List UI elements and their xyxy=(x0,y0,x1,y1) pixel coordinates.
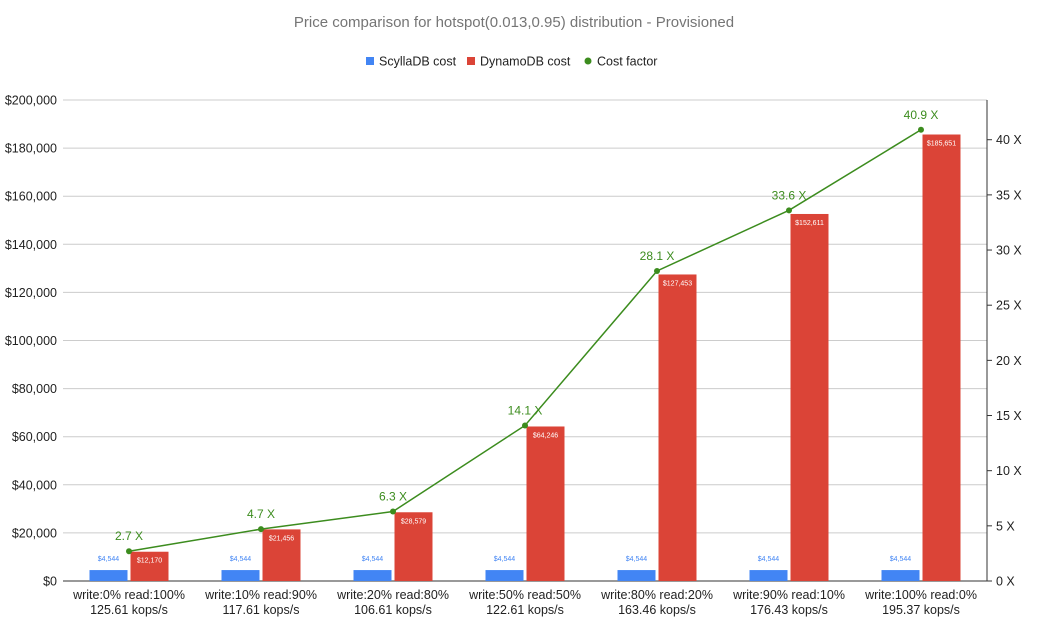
legend-label-1: DynamoDB cost xyxy=(480,55,571,69)
x-tick-label-3-1: 122.61 kops/s xyxy=(486,603,564,617)
scylladb-bar-6 xyxy=(881,570,920,581)
dynamodb-bar-6 xyxy=(922,134,961,581)
cost-factor-label-1: 4.7 X xyxy=(247,507,275,521)
x-tick-label-0-1: 125.61 kops/s xyxy=(90,603,168,617)
scylladb-bar-2 xyxy=(353,570,392,581)
right-tick-label: 20 X xyxy=(996,354,1022,368)
dynamodb-bar-2 xyxy=(394,512,433,581)
x-axis: write:0% read:100%125.61 kops/s write:10%… xyxy=(72,588,977,617)
cost-factor-point-4 xyxy=(654,267,660,274)
cost-factor-label-0: 2.7 X xyxy=(115,529,143,543)
cost-factor-point-1 xyxy=(258,526,264,533)
dynamodb-value-label-3: $64,246 xyxy=(533,432,558,439)
cost-factor-point-5 xyxy=(786,207,792,214)
left-tick-label: $20,000 xyxy=(12,526,57,540)
right-tick-label: 5 X xyxy=(996,519,1015,533)
scylladb-value-label-5: $4,544 xyxy=(758,556,780,563)
scylladb-bar-5 xyxy=(749,570,788,581)
legend-label-2: Cost factor xyxy=(597,55,657,69)
cost-factor-point-3 xyxy=(522,422,528,429)
x-tick-label-2-0: write:20% read:80% xyxy=(336,588,449,602)
scylladb-value-label-2: $4,544 xyxy=(362,556,384,563)
scylladb-value-label-6: $4,544 xyxy=(890,556,912,563)
scylladb-bar-3 xyxy=(485,570,524,581)
x-tick-label-1-0: write:10% read:90% xyxy=(204,588,317,602)
right-y-axis: 0 X 5 X 10 X 15 X 20 X 25 X 30 X 35 X 40 X xyxy=(987,133,1022,589)
dynamodb-value-label-2: $28,579 xyxy=(401,518,426,525)
scylladb-value-label-3: $4,544 xyxy=(494,556,516,563)
legend-label-0: ScyllaDB cost xyxy=(379,55,457,69)
dynamodb-value-label-0: $12,170 xyxy=(137,558,162,565)
scylladb-bar-1 xyxy=(221,570,260,581)
right-tick-label: 15 X xyxy=(996,409,1022,423)
dynamodb-value-label-1: $21,456 xyxy=(269,535,294,542)
legend-swatch-1 xyxy=(467,57,475,65)
legend-swatch-0 xyxy=(366,57,374,65)
x-tick-label-6-0: write:100% read:0% xyxy=(864,588,977,602)
cost-factor-point-6 xyxy=(918,126,924,133)
legend-marker-2 xyxy=(584,57,592,65)
left-tick-label: $200,000 xyxy=(5,94,57,108)
bars: $4,544 $12,170 $4,544 $21,456 $4,544 $28,579 $… xyxy=(89,134,961,581)
right-tick-label: 40 X xyxy=(996,133,1022,147)
x-tick-label-4-1: 163.46 kops/s xyxy=(618,603,696,617)
x-tick-label-0-0: write:0% read:100% xyxy=(72,588,185,602)
right-tick-label: 10 X xyxy=(996,464,1022,478)
left-tick-label: $80,000 xyxy=(12,382,57,396)
x-tick-label-6-1: 195.37 kops/s xyxy=(882,603,960,617)
cost-factor-point-2 xyxy=(390,508,396,515)
right-tick-label: 35 X xyxy=(996,188,1022,202)
scylladb-bar-4 xyxy=(617,570,656,581)
legend: ScyllaDB cost DynamoDB cost Cost factor xyxy=(366,55,657,69)
x-tick-label-1-1: 117.61 kops/s xyxy=(223,603,300,617)
x-tick-label-5-1: 176.43 kops/s xyxy=(750,603,828,617)
scylladb-value-label-0: $4,544 xyxy=(98,556,120,563)
x-tick-label-3-0: write:50% read:50% xyxy=(468,588,581,602)
left-tick-label: $40,000 xyxy=(12,478,57,492)
cost-factor-label-3: 14.1 X xyxy=(508,403,543,417)
x-tick-label-4-0: write:80% read:20% xyxy=(600,588,713,602)
dynamodb-value-label-4: $127,453 xyxy=(663,280,692,287)
dynamodb-value-label-6: $185,651 xyxy=(927,141,956,148)
gridlines xyxy=(63,99,988,582)
cost-factor-label-2: 6.3 X xyxy=(379,489,407,503)
left-y-axis: $0 $20,000 $40,000 $60,000 $80,000 $100,000 $1… xyxy=(5,94,57,589)
dynamodb-bar-1 xyxy=(262,529,301,581)
left-tick-label: $140,000 xyxy=(5,238,57,252)
cost-factor-label-4: 28.1 X xyxy=(640,249,675,263)
x-tick-label-5-0: write:90% read:10% xyxy=(732,588,845,602)
left-tick-label: $160,000 xyxy=(5,190,57,204)
dynamodb-bar-4 xyxy=(658,274,697,581)
dynamodb-bar-0 xyxy=(130,551,169,581)
dynamodb-bar-3 xyxy=(526,426,565,581)
right-tick-label: 0 X xyxy=(996,575,1015,589)
cost-factor-point-0 xyxy=(126,548,132,555)
cost-factor-label-5: 33.6 X xyxy=(772,188,807,202)
right-tick-label: 30 X xyxy=(996,244,1022,258)
left-tick-label: $0 xyxy=(43,575,57,589)
chart-title: Price comparison for hotspot(0.013,0.95)… xyxy=(294,14,734,31)
cost-factor-line: 2.7 X 4.7 X 6.3 X 14.1 X 28.1 X 33.6 X 40.9 X xyxy=(115,108,939,555)
scylladb-bar-0 xyxy=(89,570,128,581)
scylladb-value-label-4: $4,544 xyxy=(626,556,648,563)
x-tick-label-2-1: 106.61 kops/s xyxy=(354,603,432,617)
dynamodb-value-label-5: $152,611 xyxy=(795,220,824,227)
left-tick-label: $100,000 xyxy=(5,334,57,348)
dynamodb-bar-5 xyxy=(790,213,829,581)
cost-factor-label-6: 40.9 X xyxy=(904,108,939,122)
left-tick-label: $120,000 xyxy=(5,286,57,300)
left-tick-label: $60,000 xyxy=(12,430,57,444)
right-tick-label: 25 X xyxy=(996,299,1022,313)
left-tick-label: $180,000 xyxy=(5,142,57,156)
scylladb-value-label-1: $4,544 xyxy=(230,556,252,563)
